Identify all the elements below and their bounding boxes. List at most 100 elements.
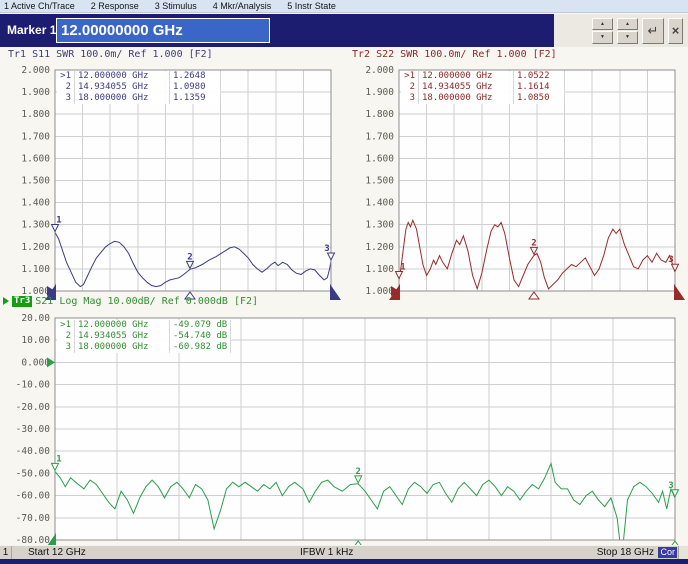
close-icon: × bbox=[671, 22, 680, 38]
tr1-grid-border bbox=[54, 69, 332, 292]
status-corner-box bbox=[678, 546, 688, 559]
marker-readout-cell: -60.982 dB bbox=[170, 342, 232, 353]
spin-up-icon: ▲ bbox=[625, 20, 630, 27]
marker-readout-row: 2 14.934055 GHz 1.1614 bbox=[401, 82, 565, 93]
coarse-step-up-button[interactable]: ▲ bbox=[592, 17, 613, 30]
marker-readout-cell: 1.1614 bbox=[514, 82, 565, 93]
marker-readout-cell: -54.740 dB bbox=[170, 331, 232, 342]
svg-text:3: 3 bbox=[668, 481, 673, 491]
svg-text:1.800: 1.800 bbox=[21, 109, 50, 120]
marker-readout-cell: 3 bbox=[57, 342, 75, 353]
tr2-plot-svg: 2.000 1.900 1.800 1.700 1.600 1.500 1.400 1.300… bbox=[365, 65, 685, 300]
trace3-badge[interactable]: Tr3 bbox=[12, 295, 33, 307]
tr2-plot[interactable]: 2.000 1.900 1.800 1.700 1.600 1.500 1.400 1.300… bbox=[344, 62, 688, 313]
tr1-axis-indicators bbox=[45, 284, 341, 300]
coarse-stepper: ▲ ▼ bbox=[592, 17, 613, 44]
marker-frequency-input[interactable]: 12.00000000 GHz bbox=[56, 18, 270, 43]
tr1-marker-readout-table: >1 12.000000 GHz 1.2648 2 14.934055 GHz 1.09… bbox=[57, 71, 221, 104]
marker-readout-row: >1 12.000000 GHz 1.0522 bbox=[401, 71, 565, 82]
marker-readout-cell: 2 bbox=[401, 82, 419, 93]
marker-readout-cell: 18.000000 GHz bbox=[75, 93, 170, 104]
svg-text:1.300: 1.300 bbox=[365, 220, 394, 231]
tr3-grid-border bbox=[54, 317, 676, 541]
marker-readout-row: 2 14.934055 GHz -54.740 dB bbox=[57, 331, 232, 342]
fine-stepper: ▲ ▼ bbox=[617, 17, 638, 44]
marker-readout-row: 3 18.000000 GHz 1.1359 bbox=[57, 93, 221, 104]
marker-readout-cell: 3 bbox=[57, 93, 75, 104]
active-trace-arrow-icon bbox=[3, 297, 9, 305]
svg-text:1.100: 1.100 bbox=[365, 264, 394, 275]
svg-text:1.700: 1.700 bbox=[21, 131, 50, 142]
marker-readout-row: 3 18.000000 GHz 1.0850 bbox=[401, 93, 565, 104]
svg-text:-80.00: -80.00 bbox=[16, 535, 51, 546]
trace1-header[interactable]: Tr1 S11 SWR 100.0m/ Ref 1.000 [F2] bbox=[8, 49, 213, 60]
marker-readout-cell: 3 bbox=[401, 93, 419, 104]
marker-entry-bar: Marker 1 12.00000000 GHz ▲ ▼ ▲ ▼ ↵ × bbox=[0, 14, 688, 47]
svg-text:2.000: 2.000 bbox=[365, 65, 394, 76]
tr1-plot[interactable]: 2.000 1.900 1.800 1.700 1.600 1.500 1.400 1.300… bbox=[0, 62, 344, 313]
marker-readout-cell: 1.1359 bbox=[170, 93, 221, 104]
marker-readout-row: 3 18.000000 GHz -60.982 dB bbox=[57, 342, 232, 353]
svg-text:2.000: 2.000 bbox=[21, 65, 50, 76]
spin-down-icon: ▼ bbox=[600, 34, 605, 40]
marker-readout-cell: 14.934055 GHz bbox=[75, 331, 170, 342]
svg-text:-60.00: -60.00 bbox=[16, 491, 51, 502]
tr1-y-axis-ticks: 2.000 1.900 1.800 1.700 1.600 1.500 1.400 1.300… bbox=[21, 65, 50, 297]
svg-text:-50.00: -50.00 bbox=[16, 468, 51, 479]
svg-text:1.000: 1.000 bbox=[365, 286, 394, 297]
menu-item-mkr-analysis[interactable]: 4 Mkr/Analysis bbox=[212, 1, 272, 11]
tr3-plot-svg: 20.00 10.00 0.000 -10.00 -20.00 -30.00 -40.00 -… bbox=[16, 313, 681, 549]
trace2-header[interactable]: Tr2 S22 SWR 100.0m/ Ref 1.000 [F2] bbox=[352, 49, 557, 60]
svg-text:0.000: 0.000 bbox=[21, 357, 50, 368]
marker-readout-cell: 2 bbox=[57, 82, 75, 93]
bottom-strip bbox=[0, 559, 688, 564]
svg-text:1.900: 1.900 bbox=[365, 87, 394, 98]
marker-readout-cell: 1.0850 bbox=[514, 93, 565, 104]
tr3-y-axis-ticks: 20.00 10.00 0.000 -10.00 -20.00 -30.00 -40.00 -… bbox=[16, 313, 51, 546]
svg-text:-10.00: -10.00 bbox=[16, 380, 51, 391]
tr3-trace bbox=[55, 461, 675, 540]
trace3-header[interactable]: Tr3 S21 Log Mag 10.00dB/ Ref 0.000dB [F2… bbox=[3, 295, 258, 307]
svg-text:1.200: 1.200 bbox=[365, 242, 394, 253]
marker-readout-cell: >1 bbox=[57, 71, 75, 82]
svg-text:2: 2 bbox=[355, 467, 360, 477]
svg-text:10.00: 10.00 bbox=[21, 335, 50, 346]
marker-readout-cell: 2 bbox=[57, 331, 75, 342]
svg-text:1.300: 1.300 bbox=[21, 220, 50, 231]
marker-readout-cell: -49.079 dB bbox=[170, 320, 232, 331]
tr2-y-axis-ticks: 2.000 1.900 1.800 1.700 1.600 1.500 1.400 1.300… bbox=[365, 65, 394, 297]
svg-text:1.400: 1.400 bbox=[365, 198, 394, 209]
menu-item-stimulus[interactable]: 3 Stimulus bbox=[154, 1, 197, 11]
menu-item-active-ch-trace[interactable]: 1 Active Ch/Trace bbox=[4, 1, 75, 11]
coarse-step-down-button[interactable]: ▼ bbox=[592, 31, 613, 44]
marker-readout-cell: 18.000000 GHz bbox=[419, 93, 514, 104]
entry-button-panel: ▲ ▼ ▲ ▼ ↵ × bbox=[554, 14, 688, 47]
status-bar: 1 Start 12 GHz IFBW 1 kHz Stop 18 GHz Co… bbox=[0, 545, 688, 559]
svg-text:20.00: 20.00 bbox=[21, 313, 50, 324]
enter-button[interactable]: ↵ bbox=[642, 17, 664, 44]
marker-readout-cell: 12.000000 GHz bbox=[419, 71, 514, 82]
enter-icon: ↵ bbox=[647, 22, 659, 38]
marker-readout-cell: 14.934055 GHz bbox=[419, 82, 514, 93]
close-entry-button[interactable]: × bbox=[668, 17, 683, 44]
tr2-grid-border bbox=[398, 69, 676, 292]
marker-readout-row: >1 12.000000 GHz -49.079 dB bbox=[57, 320, 232, 331]
svg-text:1.900: 1.900 bbox=[21, 87, 50, 98]
svg-text:1.500: 1.500 bbox=[365, 176, 394, 187]
svg-text:-20.00: -20.00 bbox=[16, 402, 51, 413]
tr1-gridlines bbox=[55, 70, 331, 291]
marker-readout-cell: >1 bbox=[57, 320, 75, 331]
stop-frequency-label: Stop 18 GHz bbox=[596, 547, 654, 558]
fine-step-up-button[interactable]: ▲ bbox=[617, 17, 638, 30]
fine-step-down-button[interactable]: ▼ bbox=[617, 31, 638, 44]
tr3-marker-readout-table: >1 12.000000 GHz -49.079 dB 2 14.934055 GHz… bbox=[57, 320, 232, 353]
menu-item-instr-state[interactable]: 5 Instr State bbox=[287, 1, 336, 11]
tr3-plot[interactable]: 20.00 10.00 0.000 -10.00 -20.00 -30.00 -40.00 -… bbox=[0, 304, 688, 555]
svg-text:1.200: 1.200 bbox=[21, 242, 50, 253]
marker-readout-cell: 1.2648 bbox=[170, 71, 221, 82]
svg-text:2: 2 bbox=[531, 238, 536, 248]
svg-text:2: 2 bbox=[187, 252, 192, 262]
menu-item-response[interactable]: 2 Response bbox=[90, 1, 139, 11]
marker-readout-cell: 1.0522 bbox=[514, 71, 565, 82]
